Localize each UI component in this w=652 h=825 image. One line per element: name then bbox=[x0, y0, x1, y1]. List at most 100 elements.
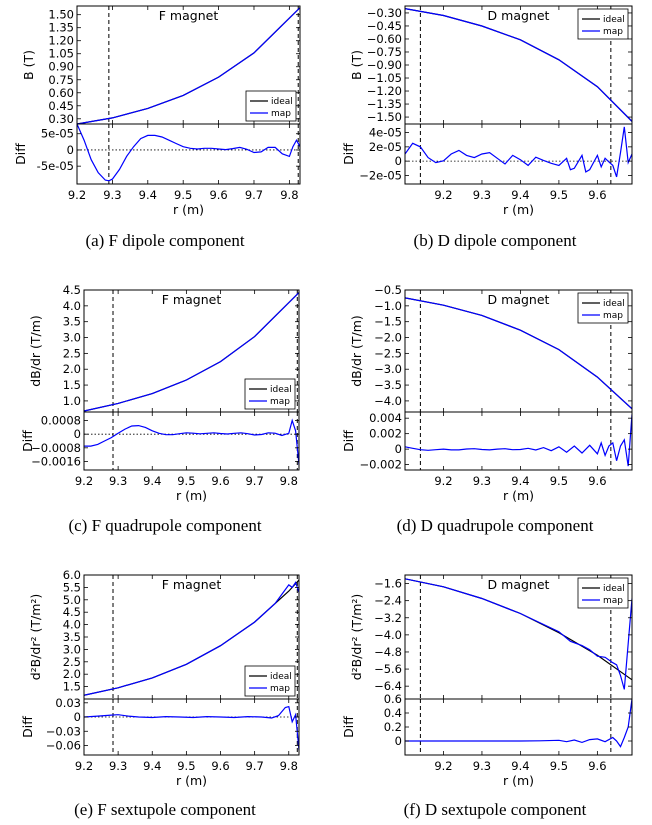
ytick-label: 5.5 bbox=[63, 580, 81, 594]
ytick-label: 1.20 bbox=[48, 34, 74, 48]
series-map bbox=[84, 581, 299, 696]
panel-title: F magnet bbox=[162, 577, 222, 592]
xtick-label: 9.6 bbox=[588, 759, 606, 773]
ylabel: dB/dr (T/m) bbox=[28, 315, 43, 387]
ytick-label: −2.4 bbox=[374, 594, 402, 608]
xtick-label: 9.3 bbox=[109, 474, 127, 488]
captions: (a) F dipole component (b) D dipole comp… bbox=[68, 231, 593, 819]
ytick-label: −2.0 bbox=[374, 331, 402, 345]
xtick-label: 9.4 bbox=[139, 188, 157, 202]
panel-e: 1.52.02.53.03.54.04.55.05.56.0 d²B/dr² (T… bbox=[20, 568, 300, 788]
ylabel: B (T) bbox=[21, 50, 36, 80]
ytick-label: 5e-05 bbox=[41, 127, 74, 141]
legend-label-map: map bbox=[270, 397, 290, 407]
ytick-label: −3.0 bbox=[374, 362, 402, 376]
ytick-label: 0.4 bbox=[384, 706, 402, 720]
ytick-label: 1.05 bbox=[48, 47, 74, 61]
legend-box bbox=[244, 665, 296, 697]
caption-a: (a) F dipole component bbox=[85, 231, 244, 250]
xtick-label: 9.5 bbox=[550, 759, 568, 773]
ylabel: Diff bbox=[13, 143, 28, 165]
legend-label-map: map bbox=[271, 109, 291, 119]
series-map bbox=[77, 7, 300, 124]
ytick-label: 0.004 bbox=[369, 411, 402, 425]
ytick-label: −0.0016 bbox=[31, 454, 81, 468]
legend: ideal map bbox=[245, 90, 297, 122]
xtick-label: 9.3 bbox=[473, 188, 491, 202]
ytick-label: −0.03 bbox=[46, 724, 81, 738]
legend-label-map: map bbox=[270, 684, 290, 694]
panel-e-bottom: 0.030−0.03−0.06 Diff bbox=[20, 696, 300, 756]
legend-box bbox=[245, 90, 297, 122]
ytick-label: −0.5 bbox=[374, 283, 402, 297]
legend: ideal map bbox=[244, 378, 296, 410]
ytick-label: 0 bbox=[67, 143, 74, 157]
series-map bbox=[84, 292, 299, 412]
legend-label-ideal: ideal bbox=[270, 672, 292, 682]
ytick-label: −1.5 bbox=[374, 315, 402, 329]
xtick-label: 9.6 bbox=[588, 188, 606, 202]
ytick-label: 3.5 bbox=[63, 630, 81, 644]
ytick-label: −0.002 bbox=[359, 458, 402, 472]
ytick-label: -5e-05 bbox=[37, 159, 74, 173]
ytick-label: −0.06 bbox=[46, 739, 81, 753]
panel-b-top: −0.30−0.45−0.60−0.75−0.90−1.05−1.20−1.35… bbox=[349, 5, 633, 125]
xlabel: r (m) bbox=[176, 773, 207, 788]
ytick-label: 0.90 bbox=[48, 60, 74, 74]
axes-frame bbox=[83, 698, 300, 756]
panel-a: 0.300.450.600.750.901.051.201.351.50 B (T… bbox=[13, 5, 301, 217]
caption-d: (d) D quadrupole component bbox=[397, 516, 594, 535]
series-map bbox=[405, 8, 632, 122]
xtick-label: 9.6 bbox=[209, 188, 227, 202]
ytick-label: 0.03 bbox=[55, 696, 81, 710]
ytick-label: 6.0 bbox=[63, 568, 81, 582]
xtick-label: 9.8 bbox=[280, 474, 298, 488]
legend-label-ideal: ideal bbox=[270, 385, 292, 395]
ytick-label: 0 bbox=[395, 734, 402, 748]
xlabel: r (m) bbox=[173, 202, 204, 217]
ytick-label: 2.0 bbox=[63, 667, 81, 681]
ytick-label: −0.30 bbox=[367, 6, 402, 20]
ylabel: d²B/dr² (T/m²) bbox=[349, 594, 364, 681]
ytick-label: 0.002 bbox=[369, 427, 402, 441]
ytick-label: 2.5 bbox=[63, 346, 81, 360]
ytick-label: 4.0 bbox=[63, 618, 81, 632]
legend-label-map: map bbox=[603, 596, 623, 606]
ylabel: Diff bbox=[20, 430, 35, 452]
ytick-label: 0.30 bbox=[48, 112, 74, 126]
ylabel: B (T) bbox=[349, 50, 364, 80]
xtick-label: 9.4 bbox=[511, 474, 529, 488]
ytick-label: 0 bbox=[395, 442, 402, 456]
ytick-label: 4.5 bbox=[63, 283, 81, 297]
legend: ideal map bbox=[577, 8, 629, 40]
xtick-label: 9.4 bbox=[143, 759, 161, 773]
ytick-label: 0 bbox=[395, 154, 402, 168]
ytick-label: 4e-05 bbox=[369, 126, 402, 140]
ylabel: Diff bbox=[341, 716, 356, 738]
ytick-label: 1.0 bbox=[63, 394, 81, 408]
ytick-label: 0 bbox=[74, 427, 81, 441]
xtick-label: 9.3 bbox=[103, 188, 121, 202]
xlabel: r (m) bbox=[176, 488, 207, 503]
ytick-label: −5.6 bbox=[374, 662, 402, 676]
ytick-label: 1.5 bbox=[63, 680, 81, 694]
legend-box bbox=[577, 577, 629, 609]
ytick-label: 0.60 bbox=[48, 86, 74, 100]
ylabel: Diff bbox=[341, 143, 356, 165]
ytick-label: −3.5 bbox=[374, 378, 402, 392]
ytick-label: −2e-05 bbox=[359, 168, 402, 182]
panel-f: −1.6 −2.4 −3.2 −4.0 −4.8 −5.6 −6.4 d²B/dr² (T/m… bbox=[341, 574, 633, 788]
axes-frame bbox=[404, 123, 633, 185]
series-map bbox=[405, 578, 632, 690]
panel-title: F magnet bbox=[162, 292, 222, 307]
legend-label-map: map bbox=[603, 311, 623, 321]
ytick-label: 4.0 bbox=[63, 299, 81, 313]
xtick-label: 9.6 bbox=[211, 759, 229, 773]
ytick-label: −1.05 bbox=[367, 71, 402, 85]
caption-e: (e) F sextupole component bbox=[74, 800, 256, 819]
legend-box bbox=[577, 292, 629, 324]
legend: ideal map bbox=[244, 665, 296, 697]
